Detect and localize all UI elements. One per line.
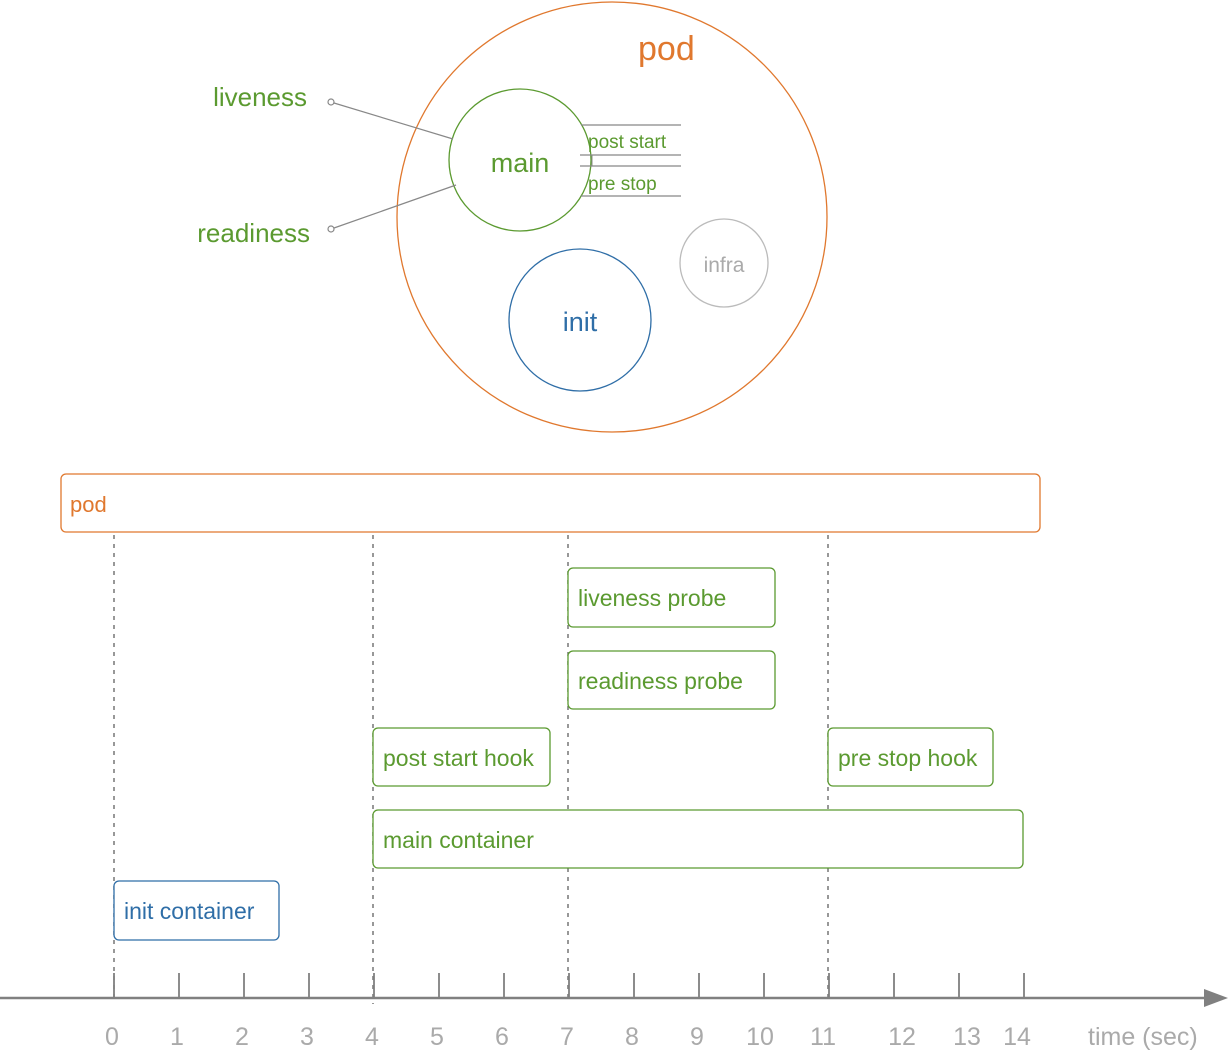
axis-tick-label: 5 bbox=[430, 1023, 444, 1051]
bar-readiness-probe bbox=[567, 650, 776, 710]
bar-main-container bbox=[372, 809, 1024, 869]
init-label: init bbox=[563, 307, 598, 337]
liveness-dot bbox=[327, 98, 335, 106]
post-start-label: post start bbox=[588, 132, 667, 153]
bar-post-start-hook bbox=[372, 727, 551, 787]
axis-tick-label: 4 bbox=[365, 1023, 379, 1051]
axis-tick-label: 6 bbox=[495, 1023, 509, 1051]
main-label: main bbox=[491, 148, 550, 178]
bar-liveness-probe bbox=[567, 567, 776, 628]
readiness-label: readiness bbox=[197, 218, 310, 248]
bar-main-container-label: main container bbox=[383, 827, 534, 853]
axis-tick-label: 13 bbox=[953, 1023, 981, 1051]
readiness-pointer bbox=[333, 184, 457, 229]
axis-label: time (sec) bbox=[1088, 1023, 1198, 1051]
bar-init-container bbox=[113, 880, 280, 941]
axis-tick-label: 0 bbox=[105, 1023, 119, 1051]
bar-readiness-probe-label: readiness probe bbox=[578, 668, 743, 694]
readiness-dot bbox=[327, 225, 335, 233]
axis-tick-label: 2 bbox=[235, 1023, 249, 1051]
time-axis: 0 1 2 3 4 5 6 7 8 9 10 11 12 13 14 time (sec) bbox=[0, 973, 1228, 1051]
axis-tick-label: 11 bbox=[810, 1023, 836, 1051]
bar-init-container-label: init container bbox=[124, 898, 255, 924]
timeline-bars: pod liveness probe readiness probe post … bbox=[60, 473, 1041, 941]
bar-pre-stop-hook-label: pre stop hook bbox=[838, 745, 978, 771]
infra-label: infra bbox=[704, 254, 745, 277]
axis-tick-label: 7 bbox=[560, 1023, 574, 1051]
pre-stop-label: pre stop bbox=[588, 174, 657, 195]
pod-label: pod bbox=[638, 30, 695, 68]
axis-tick-label: 3 bbox=[300, 1023, 314, 1051]
pod-structure: pod main post start pre stop init infra … bbox=[197, 1, 828, 433]
init-container-circle bbox=[508, 248, 652, 392]
bar-liveness-probe-label: liveness probe bbox=[578, 585, 726, 611]
axis-tick-label: 1 bbox=[170, 1023, 184, 1051]
axis-tick-label: 12 bbox=[888, 1023, 916, 1051]
liveness-label: liveness bbox=[213, 82, 307, 112]
axis-tick-label: 8 bbox=[625, 1023, 639, 1051]
liveness-pointer bbox=[333, 102, 454, 140]
bar-pod-label: pod bbox=[70, 492, 107, 517]
pod-circle bbox=[396, 1, 828, 433]
bar-pre-stop-hook bbox=[827, 727, 994, 787]
infra-container-circle bbox=[679, 218, 769, 308]
axis-arrow-icon bbox=[1204, 989, 1228, 1007]
axis-tick-label: 10 bbox=[746, 1023, 774, 1051]
bar-post-start-hook-label: post start hook bbox=[383, 745, 534, 771]
axis-tick-label: 9 bbox=[690, 1023, 704, 1051]
bar-pod bbox=[60, 473, 1041, 533]
axis-tick-label: 14 bbox=[1003, 1023, 1031, 1051]
main-container-circle bbox=[448, 88, 592, 232]
